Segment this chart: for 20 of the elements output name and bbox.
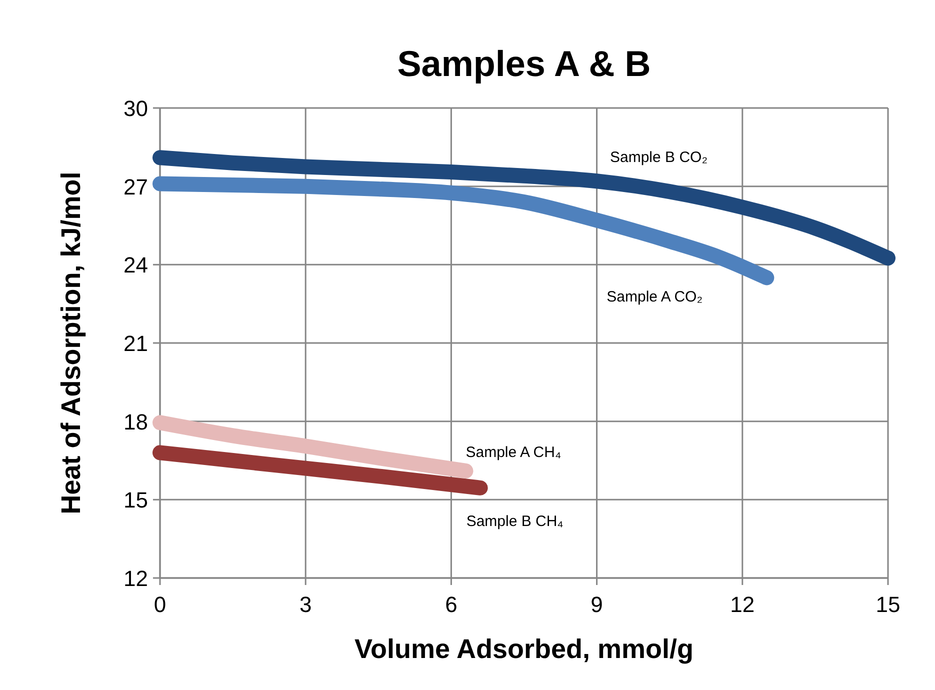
x-tick-label: 15 [876, 592, 900, 617]
y-axis-title: Heat of Adsorption, kJ/mol [56, 172, 86, 514]
x-tick-label: 12 [730, 592, 755, 617]
x-tick-label: 9 [590, 592, 603, 617]
series-label: Sample B CO₂ [610, 149, 708, 166]
y-tick-label: 24 [124, 252, 148, 278]
y-tick-label: 15 [124, 488, 148, 513]
y-tick-label: 30 [124, 96, 148, 121]
text: Sample A CO₂ [606, 288, 703, 306]
y-tick-label: 18 [124, 409, 148, 434]
y-tick-label: 27 [124, 174, 148, 200]
x-tick-label: 0 [154, 592, 166, 617]
series-label: Sample B CH₄ [466, 512, 564, 530]
x-tick-label: 3 [299, 592, 312, 617]
y-tick-label: 12 [124, 566, 148, 591]
y-tick-label: 21 [124, 331, 148, 356]
chart-title: Samples A & B [397, 43, 651, 84]
x-axis-title: Volume Adsorbed, mmol/g [354, 634, 694, 664]
series-label: Sample A CH₄ [466, 444, 562, 461]
x-tick-label: 6 [445, 592, 458, 617]
